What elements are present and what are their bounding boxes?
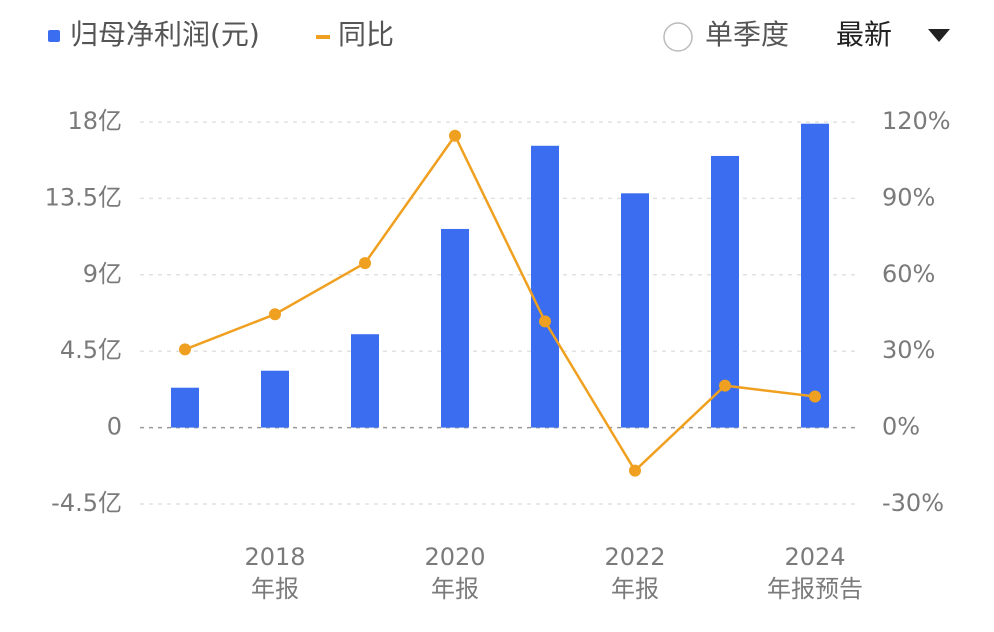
bar	[531, 145, 559, 428]
toggle-radio[interactable]	[663, 22, 693, 52]
x-tick-label: 2022	[604, 543, 665, 571]
toggle-label[interactable]: 单季度	[705, 18, 789, 51]
bar	[261, 370, 289, 428]
y2-tick-label: 30%	[882, 336, 935, 364]
y2-tick-label: -30%	[882, 489, 944, 517]
y-tick-label: 9亿	[83, 260, 122, 288]
line-point	[629, 464, 641, 477]
line-point	[449, 129, 461, 142]
y-tick-label: 4.5亿	[60, 336, 122, 364]
bar	[441, 228, 469, 428]
period-select[interactable]: 最新	[836, 18, 892, 51]
bar	[801, 123, 829, 428]
legend-label: 同比	[338, 18, 394, 51]
y-tick-label: -4.5亿	[51, 489, 122, 517]
line-point	[269, 308, 281, 321]
legend-swatch	[48, 30, 60, 42]
x-tick-label: 2020	[424, 543, 485, 571]
bar	[171, 387, 199, 428]
line-point	[179, 343, 191, 356]
y-tick-label: 13.5亿	[45, 183, 122, 211]
y2-tick-label: 0%	[882, 413, 920, 441]
x-tick-sublabel: 年报预告	[767, 575, 863, 603]
x-tick-label: 2024	[784, 543, 845, 571]
x-tick-sublabel: 年报	[251, 575, 299, 603]
line-point	[359, 257, 371, 270]
line-point	[539, 315, 551, 328]
x-tick-sublabel: 年报	[611, 575, 659, 603]
line-point	[809, 390, 821, 403]
bar	[621, 193, 649, 428]
x-tick-label: 2018	[244, 543, 305, 571]
bar	[351, 334, 379, 428]
y-tick-label: 0	[107, 413, 122, 441]
line-point	[719, 379, 731, 392]
y2-tick-label: 120%	[882, 107, 951, 135]
line	[184, 133, 816, 473]
y2-tick-label: 90%	[882, 183, 935, 211]
x-tick-sublabel: 年报	[431, 575, 479, 603]
legend-label: 归母净利润(元)	[70, 18, 260, 51]
dropdown-arrow[interactable]	[928, 29, 950, 42]
y-tick-label: 18亿	[67, 107, 122, 135]
y2-tick-label: 60%	[882, 260, 935, 288]
